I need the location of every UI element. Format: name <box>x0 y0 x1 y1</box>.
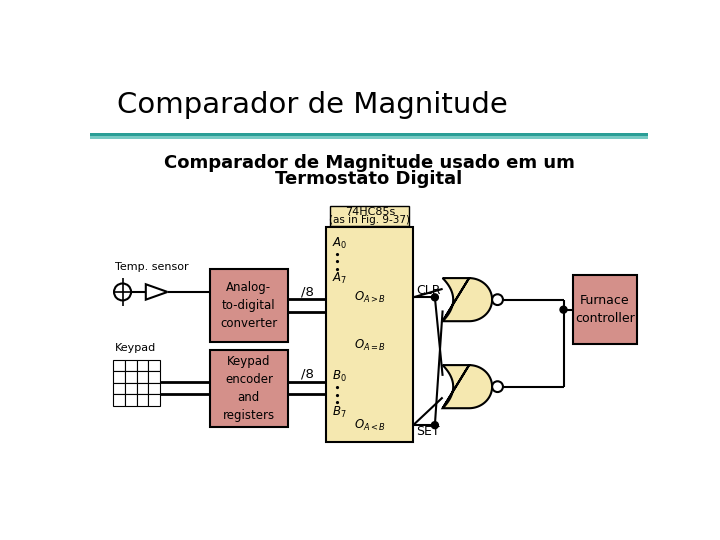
Bar <box>125 394 137 406</box>
Circle shape <box>560 306 567 313</box>
Text: $\bullet$: $\bullet$ <box>333 256 341 266</box>
Bar <box>148 383 160 394</box>
Bar <box>148 372 160 383</box>
Circle shape <box>431 294 438 301</box>
Circle shape <box>114 284 131 300</box>
Text: Furnace
controller: Furnace controller <box>575 294 635 325</box>
Text: $\bullet$: $\bullet$ <box>333 389 341 400</box>
Text: Comparador de Magnitude usado em um: Comparador de Magnitude usado em um <box>163 154 575 172</box>
Text: Analog-
to-digital
converter: Analog- to-digital converter <box>220 281 277 330</box>
Bar <box>90 65 648 138</box>
Text: (as in Fig. 9-37): (as in Fig. 9-37) <box>329 215 410 225</box>
Circle shape <box>492 294 503 305</box>
Bar <box>573 275 637 345</box>
Bar <box>137 394 148 406</box>
Text: $B_7$: $B_7$ <box>332 404 346 420</box>
Bar <box>113 360 125 372</box>
Bar <box>210 269 287 342</box>
Text: $\bullet$: $\bullet$ <box>333 264 341 274</box>
Text: $\bullet$: $\bullet$ <box>333 397 341 407</box>
Bar <box>210 350 287 427</box>
Bar <box>90 137 648 139</box>
Text: $\bullet$: $\bullet$ <box>333 248 341 259</box>
Text: $A_7$: $A_7$ <box>332 271 347 286</box>
Circle shape <box>492 381 503 392</box>
Bar <box>90 132 648 137</box>
Bar <box>326 226 413 442</box>
Bar <box>125 383 137 394</box>
Text: $O_{A<B}$: $O_{A<B}$ <box>354 417 386 433</box>
Bar <box>137 360 148 372</box>
Bar <box>125 372 137 383</box>
Text: $O_{A>B}$: $O_{A>B}$ <box>354 290 386 305</box>
Circle shape <box>431 422 438 429</box>
Bar <box>148 360 160 372</box>
Text: CLR: CLR <box>416 284 441 297</box>
Bar <box>113 394 125 406</box>
Text: $B_0$: $B_0$ <box>332 369 346 384</box>
Bar <box>113 383 125 394</box>
Polygon shape <box>145 284 168 300</box>
Text: /8: /8 <box>300 285 313 298</box>
Bar <box>125 360 137 372</box>
Text: Keypad: Keypad <box>114 343 156 353</box>
Text: SET: SET <box>416 425 440 438</box>
Bar <box>148 394 160 406</box>
Polygon shape <box>443 278 492 321</box>
Text: $\bullet$: $\bullet$ <box>333 382 341 392</box>
Text: Temp. sensor: Temp. sensor <box>114 261 189 272</box>
Bar <box>137 383 148 394</box>
Bar <box>90 139 648 481</box>
Text: 74HC85s: 74HC85s <box>345 207 395 217</box>
Bar <box>330 206 409 226</box>
Bar <box>137 372 148 383</box>
Text: $O_{A=B}$: $O_{A=B}$ <box>354 338 386 353</box>
Text: Keypad
encoder
and
registers: Keypad encoder and registers <box>222 355 275 422</box>
Polygon shape <box>443 365 492 408</box>
Text: Comparador de Magnitude: Comparador de Magnitude <box>117 91 508 119</box>
Text: $A_0$: $A_0$ <box>332 236 347 251</box>
Text: Termostato Digital: Termostato Digital <box>275 170 463 188</box>
Text: /8: /8 <box>300 368 313 381</box>
Bar <box>113 372 125 383</box>
